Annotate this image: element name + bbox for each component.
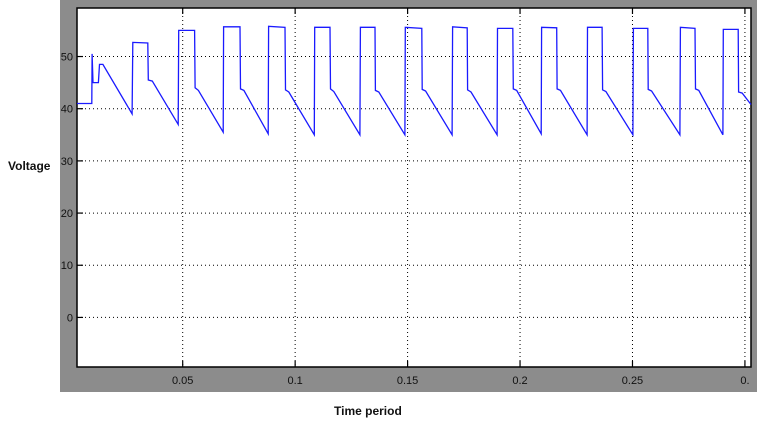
y-tick-label: 40: [61, 104, 73, 116]
y-tick-label: 20: [61, 208, 73, 220]
x-tick-label: 0.2: [512, 375, 527, 387]
y-tick-label: 50: [61, 52, 73, 64]
x-tick-label: 0.05: [172, 375, 193, 387]
x-tick-label: 0.: [740, 375, 749, 387]
y-axis-label: Voltage: [8, 159, 51, 173]
plot-area: [76, 7, 752, 368]
y-tick-label: 10: [61, 260, 73, 272]
y-tick-label: 30: [61, 156, 73, 168]
x-tick-label: 0.25: [622, 375, 643, 387]
y-tick-label: 0: [67, 312, 73, 324]
x-tick-label: 0.1: [287, 375, 302, 387]
x-tick-label: 0.15: [397, 375, 418, 387]
series-line: [77, 25, 752, 138]
x-axis-label: Time period: [334, 404, 402, 418]
